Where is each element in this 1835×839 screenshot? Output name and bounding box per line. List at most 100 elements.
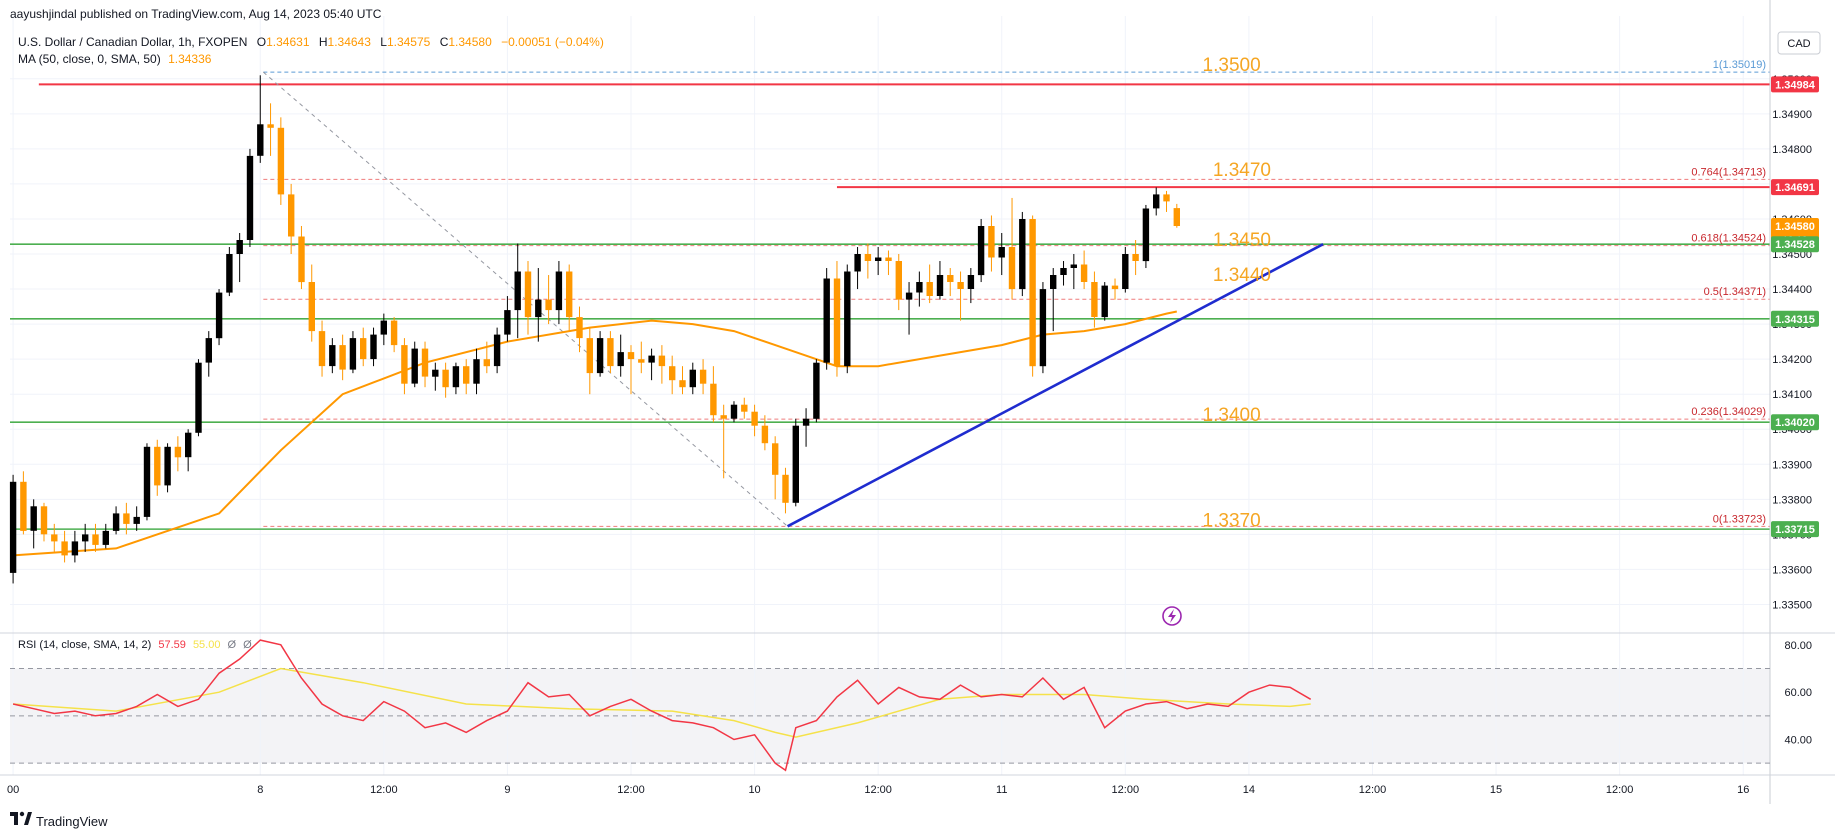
price-tick-label: 1.33500 <box>1772 599 1812 611</box>
rsi-tick-label: 80.00 <box>1784 640 1812 652</box>
candle-body <box>195 362 202 433</box>
price-tags: 1.349841.346911.3458019:191.345281.34315… <box>1771 76 1819 538</box>
time-axis[interactable]: 00 8 12:00 9 12:00 10 12:00 11 12:00 14 12:00 15 12:… <box>7 784 1749 796</box>
candle-body <box>504 310 511 335</box>
candle-body <box>432 369 439 377</box>
price-tick-label: 1.34900 <box>1772 109 1812 121</box>
lightning-icon[interactable] <box>1162 606 1182 626</box>
candle-body <box>1029 219 1036 367</box>
candle-body <box>596 338 604 374</box>
candle-body <box>112 513 120 531</box>
candle-body <box>555 271 563 311</box>
price-tag <box>1771 414 1819 431</box>
candle-body <box>30 506 37 531</box>
candle-body <box>236 240 243 254</box>
candle-body <box>463 366 470 384</box>
price-tag-label: 1.34020 <box>1775 417 1815 429</box>
candle-body <box>185 432 192 458</box>
tradingview-logo <box>10 811 32 825</box>
fib-level-label: 0.618(1.34524) <box>1691 233 1766 245</box>
trendline[interactable] <box>786 243 1324 528</box>
candle-body <box>71 541 79 556</box>
candle-body <box>82 534 89 542</box>
rsi-pane <box>10 639 1770 772</box>
candle-body <box>813 362 820 419</box>
candle-body <box>566 271 573 318</box>
candle-body <box>936 275 944 296</box>
symbol-name: U.S. Dollar / Canadian Dollar, 1h, FXOPE… <box>18 35 247 49</box>
price-tick-label: 1.34400 <box>1772 284 1812 296</box>
candle-body <box>473 359 480 384</box>
candle-body <box>164 446 171 486</box>
candle-body <box>699 369 707 384</box>
ma50-series <box>13 310 1177 557</box>
candle-body <box>308 282 315 332</box>
price-tag-label: 1.33715 <box>1775 524 1815 536</box>
time-tick-label: 14 <box>1243 784 1255 796</box>
fib-level-label: 0.5(1.34371) <box>1704 286 1766 298</box>
candle-body <box>926 282 933 296</box>
candle-body <box>1163 194 1170 202</box>
price-tick-label: 1.34200 <box>1772 354 1812 366</box>
ma50-line <box>13 310 1177 557</box>
candle-body <box>802 418 810 426</box>
candle-body <box>730 404 738 419</box>
candle-body <box>20 481 27 531</box>
candle-body <box>998 247 1005 258</box>
candle-body <box>40 506 48 535</box>
candle-body <box>586 338 593 374</box>
price-tick-label: 1.34800 <box>1772 144 1812 156</box>
candle-body <box>833 278 841 367</box>
candle-body <box>1019 219 1026 290</box>
candle-body <box>1173 208 1180 226</box>
price-tag-label: 1.34984 <box>1775 79 1816 91</box>
candle-body <box>102 530 109 545</box>
candle-body <box>483 359 490 367</box>
legend-line-1: U.S. Dollar / Canadian Dollar, 1h, FXOPE… <box>18 35 604 49</box>
rsi-axis: 80.00 60.00 40.00 <box>1784 640 1812 747</box>
candle-body <box>535 299 542 318</box>
price-tag-label: 1.34528 <box>1775 239 1815 251</box>
candle-body <box>329 345 336 367</box>
candle-body <box>1050 275 1057 289</box>
fib-retracement[interactable]: 1(1.35019) 0.764(1.34713) 0.618(1.34524) 0.… <box>263 59 1770 527</box>
time-tick-label: 8 <box>257 784 263 796</box>
level-label: 1.3500 <box>1203 55 1261 76</box>
candle-body <box>246 155 254 240</box>
candle-body <box>1080 264 1088 282</box>
candle-body <box>51 534 58 542</box>
candle-body <box>823 278 830 363</box>
published-by-text: aayushjindal published on TradingView.co… <box>10 7 382 21</box>
candle-body <box>875 257 882 261</box>
candle-body <box>493 334 501 367</box>
candle-body <box>905 292 913 300</box>
candle-body <box>154 446 161 486</box>
candle-body <box>411 348 418 384</box>
candle-body <box>1122 254 1129 289</box>
time-tick-label: 00 <box>7 784 19 796</box>
currency-button[interactable] <box>1777 31 1821 55</box>
candle-body <box>720 415 727 419</box>
candle-body <box>751 411 758 426</box>
rsi-tick-label: 40.00 <box>1784 735 1812 747</box>
level-label: 1.3470 <box>1213 160 1271 181</box>
ma-legend[interactable]: MA (50, close, 0, SMA, 50) 1.34336 <box>18 52 212 66</box>
candle-body <box>854 254 861 272</box>
candle-body <box>710 383 717 416</box>
candle-body <box>9 481 17 573</box>
candle-body <box>174 446 182 458</box>
candle-body <box>401 345 408 384</box>
candle-body <box>545 299 552 311</box>
candle-body <box>1008 247 1016 290</box>
candle-body <box>318 331 326 367</box>
candle-body <box>782 474 789 503</box>
rsi-band-background <box>10 668 1770 764</box>
time-tick-label: 10 <box>748 784 760 796</box>
candle-body <box>1070 264 1077 268</box>
candle-body <box>638 359 645 363</box>
rsi-legend[interactable]: RSI (14, close, SMA, 14, 2) 57.59 55.00 … <box>18 639 252 651</box>
fib-level-label: 1(1.35019) <box>1713 59 1766 71</box>
support-lines <box>10 243 1770 530</box>
resistance-lines <box>38 83 1770 189</box>
